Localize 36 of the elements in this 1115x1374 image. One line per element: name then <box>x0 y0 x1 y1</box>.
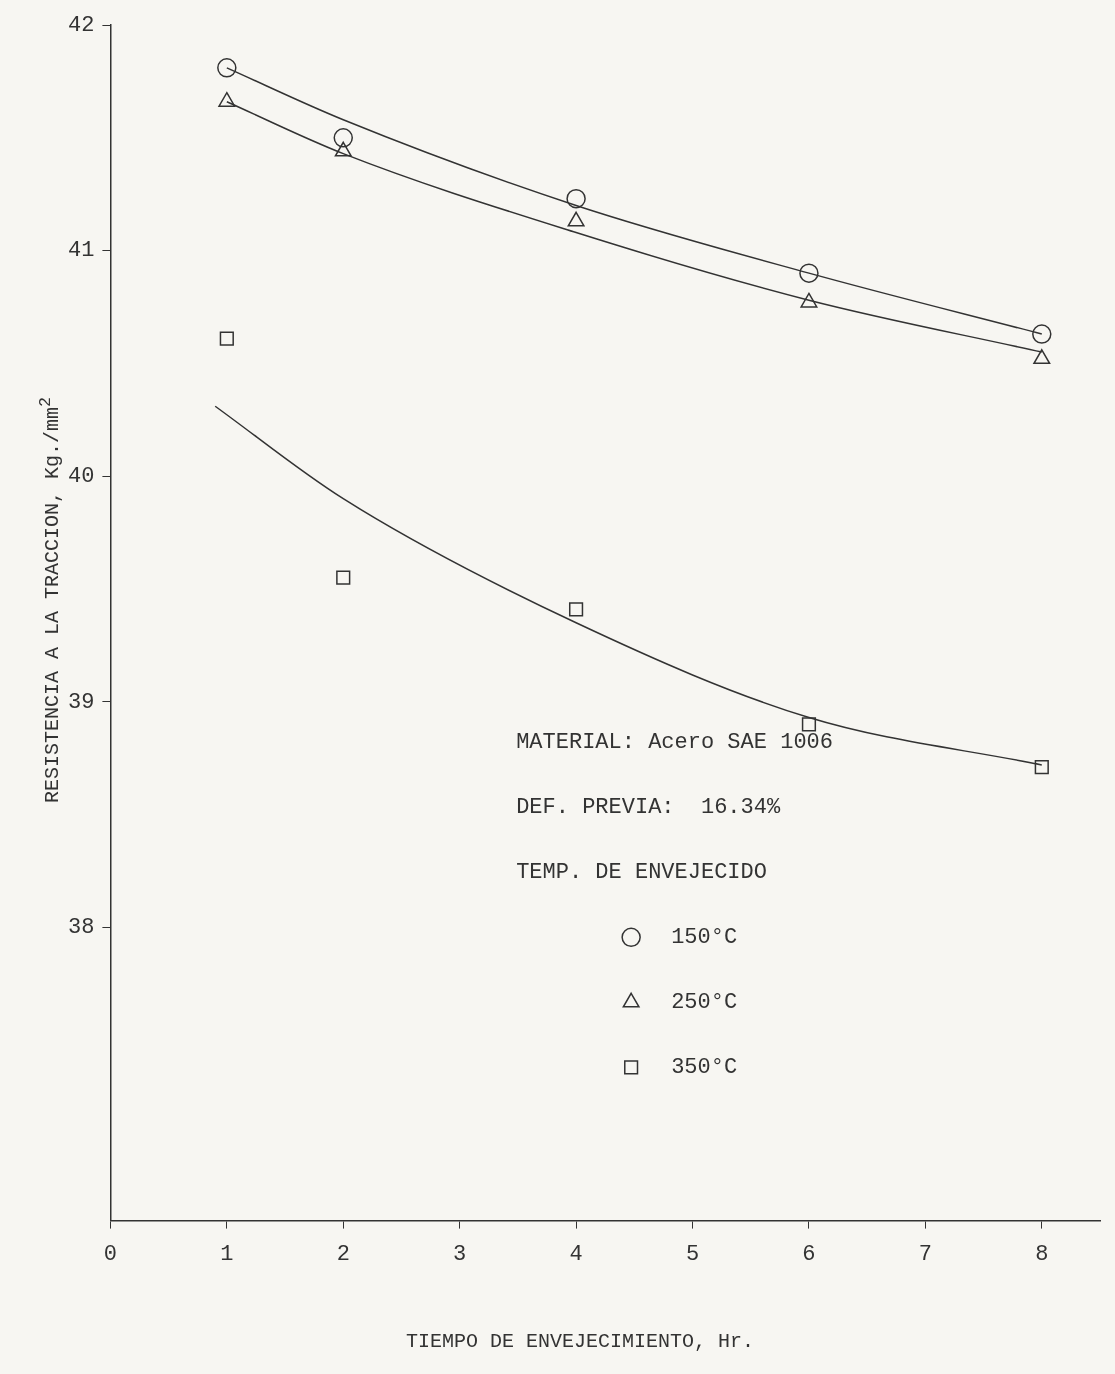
point <box>1034 760 1049 775</box>
point <box>566 188 586 209</box>
point <box>799 263 819 283</box>
legend-label: 250°C <box>671 990 738 1016</box>
point <box>218 91 236 107</box>
annotation: TEMP. DE ENVEJECIDO <box>516 860 767 886</box>
point <box>568 602 584 617</box>
point <box>217 58 237 78</box>
legend-label: 350°C <box>671 1055 738 1081</box>
x-axis-title: TIEMPO DE ENVEJECIMIENTO, Hr. <box>404 1330 756 1353</box>
point <box>1032 324 1052 344</box>
point <box>333 128 353 148</box>
point <box>219 331 234 346</box>
point <box>1033 349 1051 365</box>
x-tick-label: 1 <box>220 1241 234 1267</box>
x-tick-label: 2 <box>336 1241 350 1267</box>
point <box>801 717 817 732</box>
x-tick-label: 0 <box>103 1241 118 1267</box>
y-tick-label: 42 <box>68 12 95 38</box>
y-tick-label: 41 <box>68 238 95 264</box>
point <box>800 292 818 308</box>
point <box>567 211 585 227</box>
annotation: MATERIAL: Acero SAE 1006 <box>516 730 833 756</box>
x-tick-label: 6 <box>802 1241 816 1267</box>
x-tick-label: 3 <box>453 1241 467 1267</box>
x-tick-label: 7 <box>918 1241 932 1267</box>
point <box>334 141 352 157</box>
x-tick-label: 8 <box>1035 1241 1049 1267</box>
legend-label: 150°C <box>671 925 738 951</box>
annotation: DEF. PREVIA: 16.34% <box>516 795 781 821</box>
y-tick-label: 40 <box>68 464 95 489</box>
x-tick-label: 5 <box>685 1241 700 1267</box>
y-tick-label: 38 <box>68 915 95 941</box>
x-tick-label: 4 <box>569 1241 583 1267</box>
y-tick-label: 39 <box>68 689 95 715</box>
point <box>336 570 351 585</box>
